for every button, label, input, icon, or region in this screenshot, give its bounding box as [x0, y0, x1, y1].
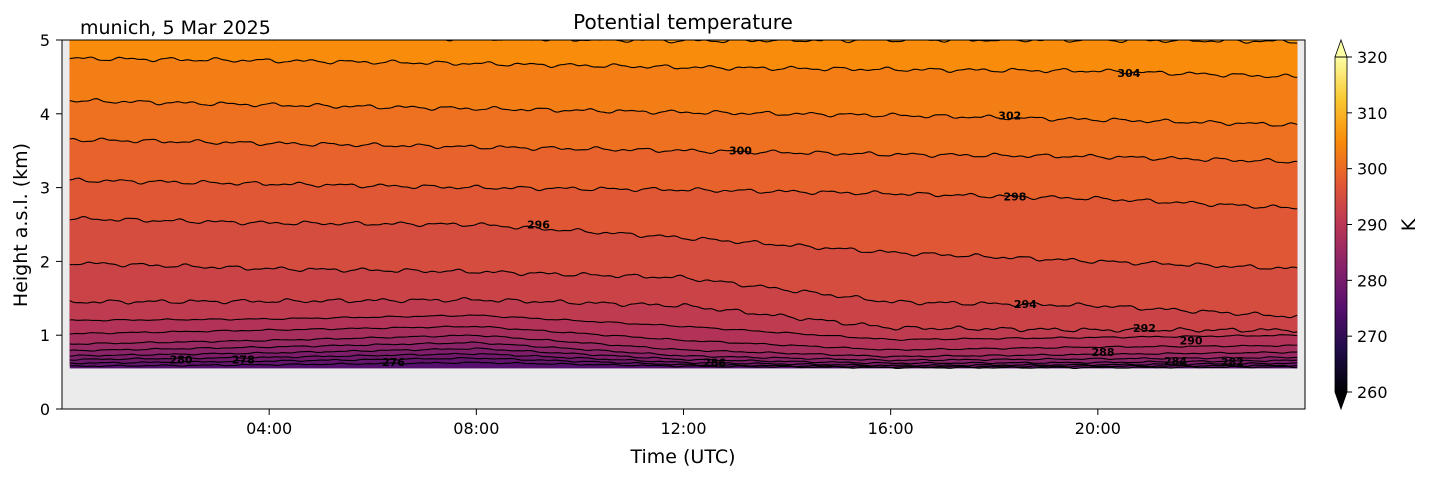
contour-line-284	[69, 341, 1298, 362]
contour-label: 278	[232, 354, 255, 367]
x-axis: 04:00 08:00 12:00 16:00 20:00	[246, 409, 1121, 438]
contour-label: 294	[1014, 298, 1037, 311]
colorbar-tick-label: 280	[1357, 271, 1388, 290]
contour-label: 284	[1164, 355, 1187, 368]
colorbar-extend-top	[1334, 38, 1348, 58]
contour-line-292	[69, 297, 1298, 334]
contour-line-282	[69, 347, 1298, 365]
contour-label: 282	[1221, 356, 1244, 369]
contour-line-286	[69, 334, 1298, 358]
contour-line-280	[69, 352, 1298, 367]
y-tick-label: 1	[40, 326, 50, 345]
chart-subtitle: munich, 5 Mar 2025	[80, 17, 271, 39]
contour-line-306	[226, 40, 1298, 44]
x-tick-label: 16:00	[868, 419, 914, 438]
colorbar-gradient	[1335, 57, 1347, 392]
colorbar-tick-label: 270	[1357, 327, 1388, 346]
contour-line-302	[69, 98, 1298, 127]
x-tick-label: 08:00	[453, 419, 499, 438]
contour-label: 276	[382, 356, 405, 369]
colorbar: 260 270 280 290 300 310 320 K	[1334, 38, 1420, 411]
contour-label: 286	[703, 357, 726, 370]
colorbar-label: K	[1398, 218, 1420, 231]
contour-label: 304	[1117, 67, 1140, 80]
contour-label: 300	[729, 145, 752, 158]
y-tick-label: 3	[40, 179, 50, 198]
contour-label: 290	[1180, 334, 1203, 347]
y-tick-label: 2	[40, 252, 50, 271]
contour-label: 292	[1133, 322, 1156, 335]
x-tick-label: 20:00	[1075, 419, 1121, 438]
y-tick-label: 0	[40, 400, 50, 419]
contour-line-300	[69, 137, 1298, 164]
contour-label: 280	[170, 354, 193, 367]
contour-line-298	[69, 177, 1298, 210]
contour-line-276	[69, 361, 1298, 369]
contour-line-288	[69, 325, 1298, 351]
contour-label: 288	[1092, 346, 1115, 359]
contour-line-304	[69, 56, 1298, 79]
contour-labels: 280 278 276 286 288 284 282 290 292 294 296 298 300 3…	[170, 67, 1244, 369]
chart-title: Potential temperature	[573, 10, 793, 34]
y-tick-label: 5	[40, 31, 50, 50]
y-axis-label: Height a.s.l. (km)	[10, 143, 32, 307]
colorbar-extend-bottom	[1334, 391, 1348, 411]
contour-label: 302	[998, 109, 1021, 122]
contour-lines	[69, 40, 1298, 369]
colorbar-tick-label: 310	[1357, 104, 1388, 123]
y-tick-label: 4	[40, 105, 50, 124]
y-axis: 0 1 2 3 4 5	[40, 31, 62, 419]
contour-line-278	[69, 356, 1298, 369]
contour-label: 298	[1003, 190, 1026, 203]
contour-label: 296	[527, 219, 550, 232]
colorbar-tick-label: 320	[1357, 48, 1388, 67]
x-tick-label: 04:00	[246, 419, 292, 438]
colorbar-tick-label: 290	[1357, 216, 1388, 235]
contour-line-294	[69, 261, 1298, 319]
x-axis-label: Time (UTC)	[629, 446, 735, 468]
contour-line-290	[69, 314, 1298, 341]
contour-band	[69, 40, 1298, 78]
contour-line-296	[69, 216, 1298, 270]
x-tick-label: 12:00	[660, 419, 706, 438]
colorbar-tick-label: 300	[1357, 160, 1388, 179]
contour-field	[69, 40, 1298, 369]
colorbar-tick-label: 260	[1357, 383, 1388, 402]
